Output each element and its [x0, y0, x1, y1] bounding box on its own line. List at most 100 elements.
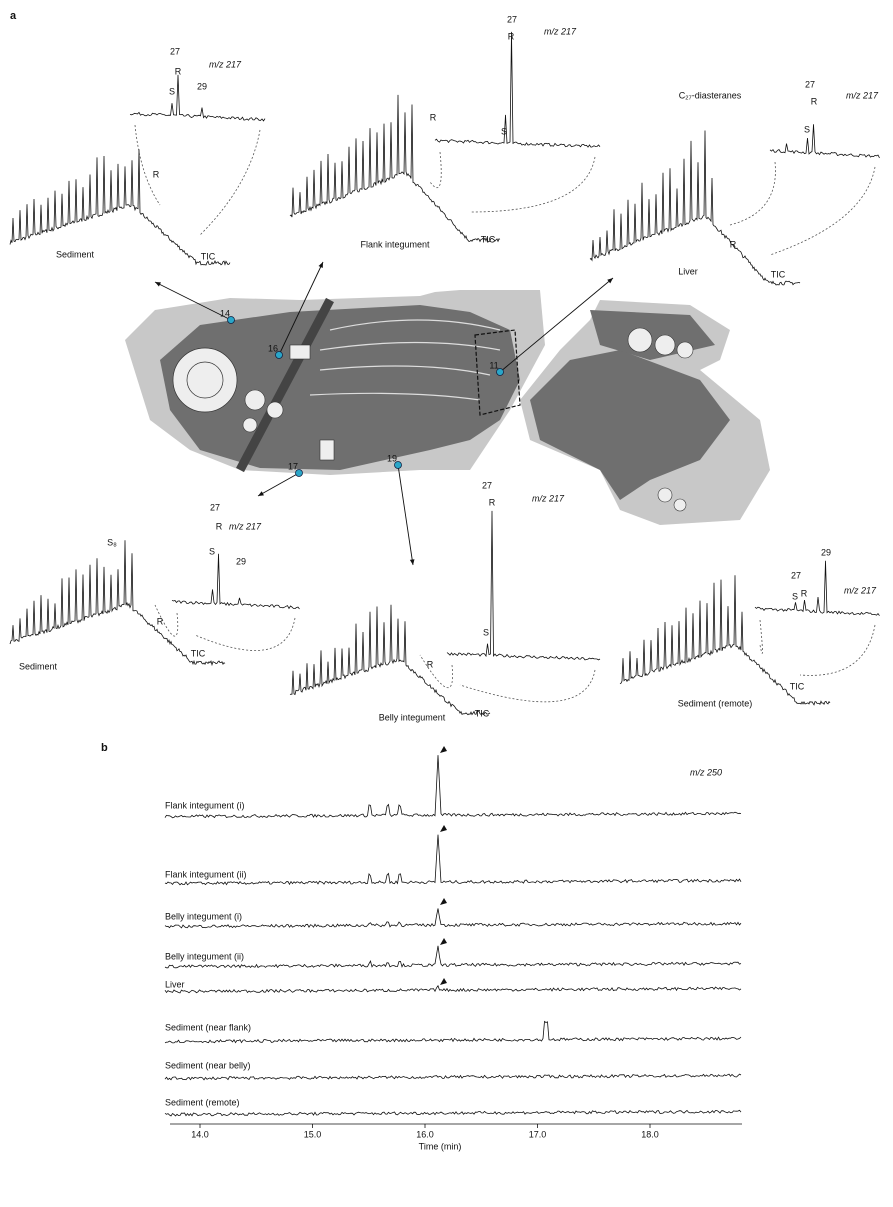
peak-label: R [175, 66, 182, 76]
tic-trace [619, 575, 831, 706]
trace-label: TIC [201, 251, 216, 261]
sample-label: Belly integument [379, 712, 446, 722]
peak-label: R [730, 239, 737, 249]
ion-trace [164, 908, 742, 929]
arrowhead [155, 282, 161, 287]
tick-label: 16.0 [416, 1129, 434, 1139]
tick-label: 15.0 [304, 1129, 322, 1139]
zoom-guide [429, 151, 442, 189]
peak-label: C₂₇-diasteranes [679, 90, 742, 100]
peak-label: S₈ [107, 537, 117, 547]
trace-label: TIC [771, 269, 786, 279]
peak-label: S [792, 591, 798, 601]
peak-label: 29 [197, 81, 207, 91]
ion-trace [129, 74, 266, 122]
ion-label: m/z 217 [844, 585, 877, 595]
ion-trace [769, 124, 880, 159]
peak-label: S [169, 86, 175, 96]
peak-label: 27 [805, 79, 815, 89]
sample-label: Flank integument [360, 239, 430, 249]
arrow [397, 464, 414, 566]
zoom-guide [769, 166, 876, 256]
arrowhead [318, 262, 323, 268]
sample-site [496, 368, 504, 376]
zoom-guide [134, 124, 161, 206]
sample-site [295, 469, 303, 477]
sample-site [275, 351, 283, 359]
ion-trace [164, 834, 742, 886]
peak-label: S [501, 126, 507, 136]
peak-marker [440, 938, 447, 945]
arrow [499, 277, 614, 373]
ion-trace [164, 1109, 742, 1117]
tick-label: 17.0 [529, 1129, 547, 1139]
peak-label: 27 [170, 46, 180, 56]
peak-label: R [216, 521, 223, 531]
arrow [257, 472, 300, 497]
peak-marker [440, 978, 447, 985]
zoom-guide [194, 617, 296, 651]
trace-label: Belly integument (i) [165, 911, 242, 921]
peak-label: S [209, 546, 215, 556]
trace-label: Belly integument (ii) [165, 951, 244, 961]
tic-trace [289, 604, 491, 716]
sample-site [394, 461, 402, 469]
peak-label: 27 [791, 570, 801, 580]
sample-site [227, 316, 235, 324]
arrow [278, 261, 324, 356]
ion-trace [446, 510, 601, 661]
trace-label: TIC [790, 681, 805, 691]
trace-label: TIC [475, 708, 490, 718]
site-label: 19 [387, 453, 397, 463]
ion-label: m/z 217 [846, 90, 879, 100]
ion-label: m/z 217 [544, 26, 577, 36]
peak-label: R [427, 659, 434, 669]
site-label: 14 [220, 308, 230, 318]
zoom-guide [419, 654, 453, 688]
tic-trace [589, 130, 801, 286]
sample-label: Sediment (remote) [678, 698, 753, 708]
ion-label: m/z 217 [532, 493, 565, 503]
trace-label: TIC [191, 648, 206, 658]
peak-label: R [489, 497, 496, 507]
site-label: 11 [489, 360, 498, 370]
site-label: 16 [268, 343, 278, 353]
zoom-guide [729, 161, 776, 226]
peak-label: S [804, 124, 810, 134]
panel-label: a [10, 10, 17, 22]
peak-label: R [430, 112, 437, 122]
peak-marker [440, 825, 447, 832]
peak-label: R [508, 31, 515, 41]
zoom-guide [469, 156, 596, 213]
tick-label: 14.0 [191, 1129, 209, 1139]
arrowhead [409, 559, 415, 565]
ion-trace [434, 31, 601, 148]
ion-label: m/z 250 [690, 767, 722, 777]
ion-label: m/z 217 [209, 59, 242, 69]
peak-label: 27 [210, 502, 220, 512]
arrowhead [607, 278, 613, 284]
ion-trace [164, 755, 742, 819]
peak-marker [440, 746, 447, 753]
tic-trace [9, 540, 226, 667]
zoom-guide [154, 604, 179, 637]
trace-label: Flank integument (i) [165, 800, 245, 810]
tick-label: 18.0 [641, 1129, 659, 1139]
fossil [125, 290, 770, 525]
peak-label: S [483, 627, 489, 637]
site-label: 17 [288, 461, 298, 471]
arrow [154, 281, 232, 321]
trace-label: Sediment (near belly) [165, 1060, 251, 1070]
ion-trace [754, 560, 880, 616]
trace-label: Flank integument (ii) [165, 869, 247, 879]
peak-label: R [153, 169, 160, 179]
peak-label: R [801, 588, 808, 598]
ion-trace [164, 1073, 742, 1081]
arrowhead [258, 491, 264, 496]
axis-label: Time (min) [419, 1141, 462, 1151]
peak-label: 27 [482, 480, 492, 490]
zoom-guide [759, 619, 763, 654]
peak-label: 29 [821, 547, 831, 557]
zoom-guide [799, 624, 876, 676]
